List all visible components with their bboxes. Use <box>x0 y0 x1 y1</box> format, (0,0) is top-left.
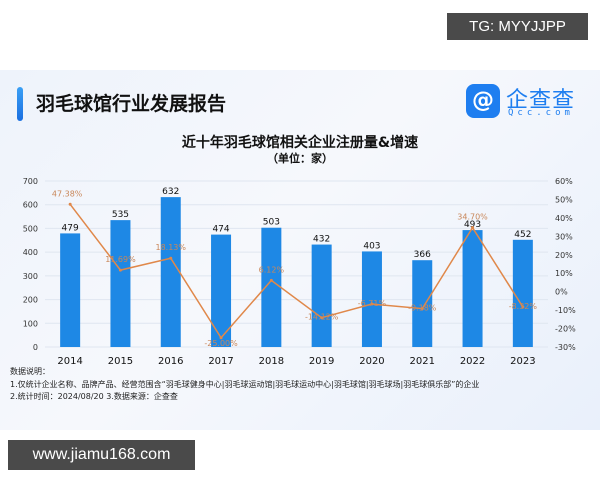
y-tick-label: 500 <box>23 224 38 233</box>
y2-tick-label: 60% <box>555 177 573 186</box>
bar-label: 493 <box>464 220 481 230</box>
x-tick-label: 2020 <box>359 356 384 367</box>
bar-label: 474 <box>212 225 229 235</box>
growth-point <box>68 202 72 206</box>
y2-tick-label: 40% <box>555 214 573 223</box>
x-tick-label: 2022 <box>460 356 485 367</box>
bar <box>412 260 433 347</box>
bar <box>60 233 81 347</box>
growth-label: -25.00% <box>204 339 238 348</box>
notes-line2: 2.统计时间：2024/08/20 3.数据来源：企查查 <box>10 392 178 401</box>
title-accent-bar <box>17 87 23 121</box>
bar <box>311 244 332 347</box>
x-tick-label: 2021 <box>410 356 435 367</box>
growth-point <box>118 268 122 272</box>
growth-label: -14.12% <box>305 313 339 322</box>
growth-label: -9.18% <box>408 304 437 313</box>
growth-label: 34.70% <box>457 213 488 222</box>
bar-label: 479 <box>62 223 79 233</box>
bar-label: 503 <box>263 218 280 228</box>
notes-heading: 数据说明： <box>10 367 50 376</box>
chart-title: 近十年羽毛球馆相关企业注册量&增速 <box>181 135 419 151</box>
growth-point <box>269 278 273 282</box>
bar-label: 452 <box>514 230 531 240</box>
chart-subtitle: （单位：家） <box>267 152 333 165</box>
logo-sub: Qcc.com <box>508 108 574 118</box>
growth-label: 18.13% <box>155 243 186 252</box>
growth-point <box>471 226 475 230</box>
report-title: 羽毛球馆行业发展报告 <box>36 93 227 115</box>
y-tick-label: 0 <box>33 343 38 352</box>
y-tick-label: 400 <box>23 248 38 257</box>
growth-label: 6.12% <box>259 265 285 274</box>
x-tick-label: 2015 <box>108 356 133 367</box>
report-panel: 羽毛球馆行业发展报告 @ 企查查 Qcc.com 近十年羽毛球馆相关企业注册量&… <box>0 70 600 430</box>
x-tick-label: 2023 <box>510 356 535 367</box>
x-tick-label: 2016 <box>158 356 183 367</box>
bar <box>160 197 181 347</box>
growth-point <box>370 302 374 306</box>
y2-tick-label: 20% <box>555 251 573 260</box>
y2-tick-label: -10% <box>555 306 576 315</box>
y-tick-label: 200 <box>23 296 38 305</box>
bar <box>361 251 382 347</box>
growth-point <box>320 316 324 320</box>
bar <box>110 220 131 347</box>
y2-tick-label: 30% <box>555 232 573 241</box>
qcc-logo: @ 企查查 Qcc.com <box>466 84 578 120</box>
watermark-bottom: www.jiamu168.com <box>8 440 195 470</box>
growth-point <box>420 307 424 311</box>
x-tick-label: 2014 <box>57 356 82 367</box>
x-tick-label: 2018 <box>259 356 284 367</box>
bar <box>211 234 232 347</box>
y2-tick-label: 0% <box>555 288 568 297</box>
x-tick-label: 2017 <box>208 356 233 367</box>
qcc-q-icon: @ <box>466 84 500 118</box>
y-tick-label: 100 <box>23 319 38 328</box>
data-notes: 数据说明： 1.仅统计企业名称、品牌产品、经营范围含“羽毛球健身中心|羽毛球运动… <box>10 366 479 404</box>
bar <box>462 230 483 347</box>
x-tick-label: 2019 <box>309 356 334 367</box>
growth-label: 47.38% <box>52 189 83 198</box>
growth-label: 11.69% <box>105 255 136 264</box>
bar-label: 432 <box>313 235 330 245</box>
growth-label: -8.32% <box>509 302 538 311</box>
y2-tick-label: 10% <box>555 269 573 278</box>
y-tick-label: 700 <box>23 177 38 186</box>
y2-tick-label: 50% <box>555 195 573 204</box>
bar <box>261 227 282 347</box>
growth-line <box>69 203 524 340</box>
bar-label: 535 <box>112 210 129 220</box>
watermark-top: TG: MYYJJPP <box>447 13 588 40</box>
bar-label: 366 <box>414 250 431 260</box>
notes-line1: 1.仅统计企业名称、品牌产品、经营范围含“羽毛球健身中心|羽毛球运动馆|羽毛球运… <box>10 379 480 389</box>
growth-label: -6.71% <box>358 299 387 308</box>
y-tick-label: 600 <box>23 201 38 210</box>
growth-point <box>521 305 525 309</box>
logo-name: 企查查 <box>506 88 576 113</box>
y2-tick-label: -30% <box>555 343 576 352</box>
bar <box>512 239 533 347</box>
y2-tick-label: -20% <box>555 325 576 334</box>
y-tick-label: 300 <box>23 272 38 281</box>
bar-label: 403 <box>363 241 380 251</box>
bar-label: 632 <box>162 187 179 197</box>
growth-point <box>219 336 223 340</box>
growth-point <box>169 256 173 260</box>
